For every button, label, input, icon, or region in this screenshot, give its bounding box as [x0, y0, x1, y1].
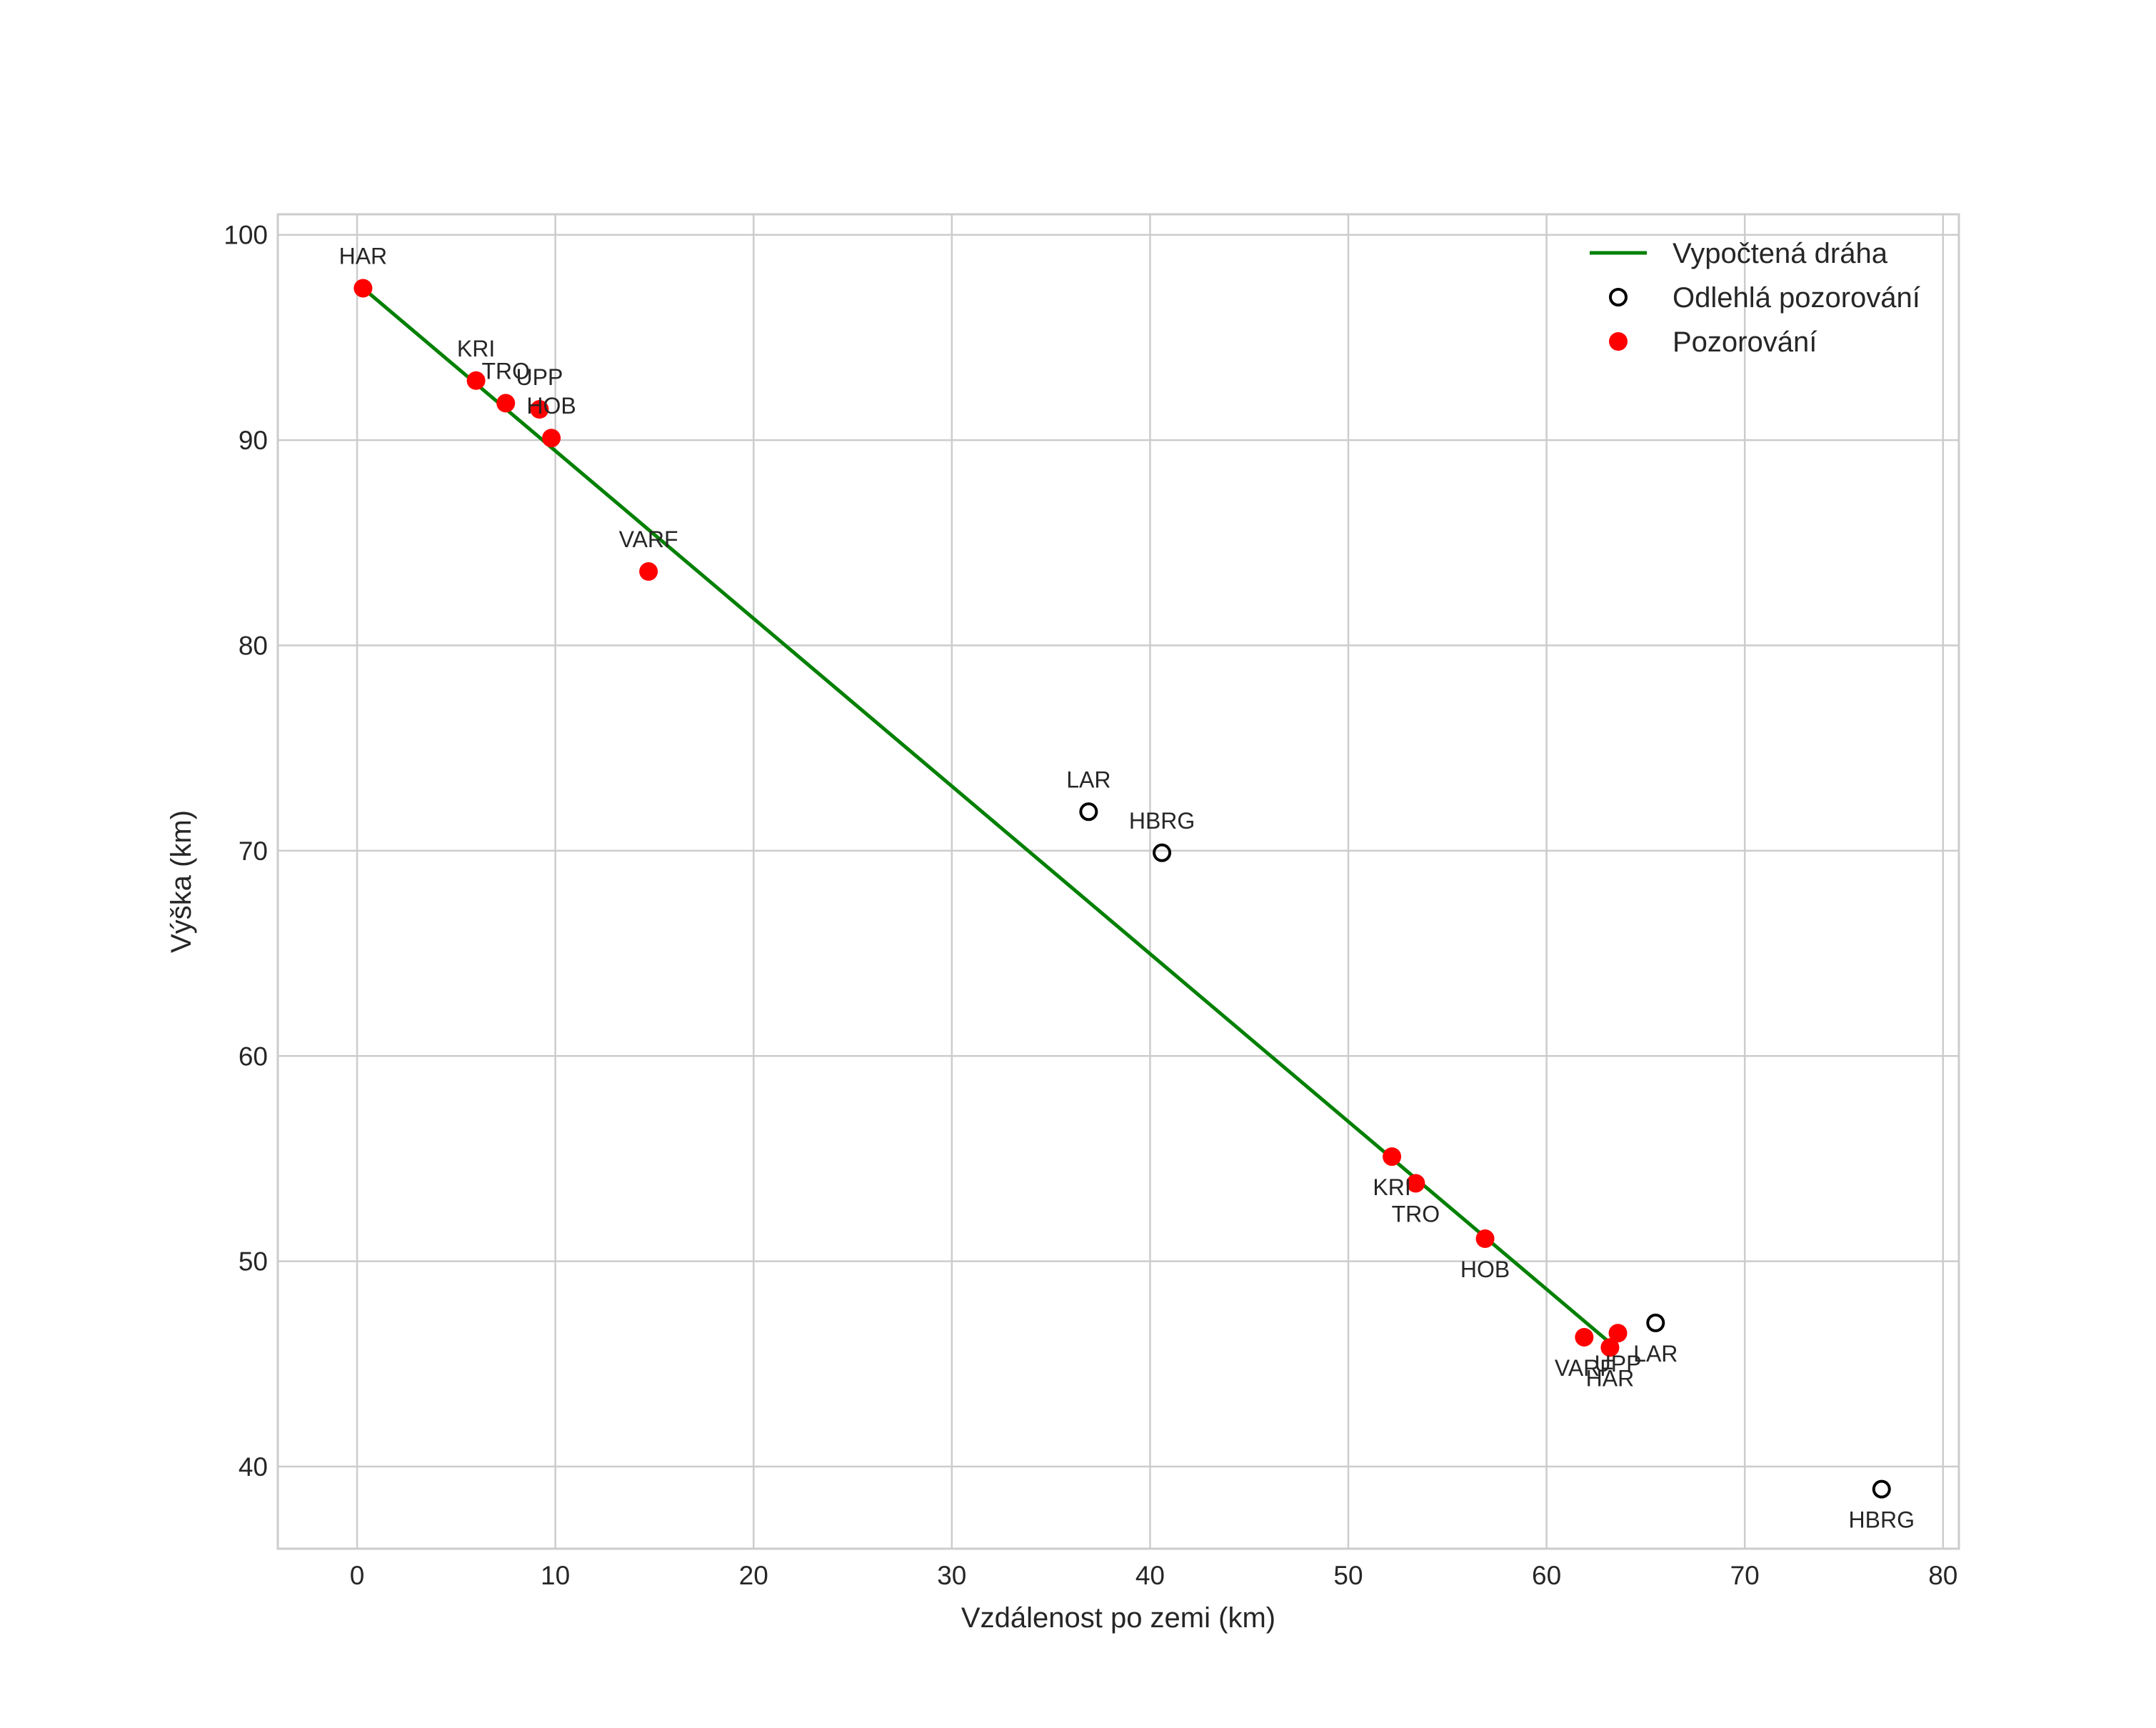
observation-point	[466, 371, 486, 390]
legend-observation-swatch	[1609, 332, 1628, 351]
observation-point	[1475, 1229, 1495, 1249]
observation-point	[1383, 1147, 1402, 1167]
point-label: VARF	[619, 526, 678, 552]
y-tick-label: 40	[239, 1452, 268, 1482]
observation-point	[1600, 1338, 1620, 1357]
y-tick-label: 60	[239, 1042, 268, 1071]
legend-label: Pozorování	[1673, 326, 1817, 358]
point-label: HAR	[339, 243, 388, 269]
outlier-point	[1079, 802, 1098, 821]
computed-trajectory-line	[361, 286, 1620, 1352]
legend-label: Odlehlá pozorování	[1673, 282, 1920, 314]
point-label: HAR	[1586, 1365, 1635, 1391]
outlier-point	[1872, 1479, 1891, 1499]
observation-point	[530, 400, 549, 419]
point-labels: LARHBRGLARHBRGHARKRITROUPPHOBVARFKRITROH…	[339, 243, 1915, 1532]
y-tick-label: 70	[239, 836, 268, 866]
x-tick-label: 10	[541, 1561, 570, 1590]
x-tick-label: 70	[1730, 1561, 1760, 1590]
x-tick-label: 20	[739, 1561, 768, 1590]
y-tick-label: 80	[239, 631, 268, 661]
point-label: KRI	[1373, 1174, 1410, 1200]
observation-point	[1608, 1324, 1628, 1343]
observation-point	[354, 279, 373, 298]
x-tick-label: 0	[350, 1561, 365, 1590]
x-tick-label: 30	[937, 1561, 966, 1590]
observation-point	[1406, 1174, 1425, 1193]
point-label: HBRG	[1849, 1507, 1915, 1533]
y-tick-label: 50	[239, 1247, 268, 1277]
y-tick-label: 100	[224, 221, 268, 250]
x-tick-label: 60	[1532, 1561, 1561, 1590]
x-axis-title: Vzdálenost po zemi (km)	[961, 1602, 1275, 1634]
x-tick-label: 50	[1333, 1561, 1363, 1590]
observation-point	[639, 562, 658, 581]
observation-point	[496, 394, 516, 413]
point-label: HBRG	[1129, 808, 1195, 834]
point-label: LAR	[1633, 1341, 1678, 1367]
x-tick-label: 80	[1928, 1561, 1957, 1590]
point-label: HOB	[1460, 1257, 1510, 1282]
x-tick-label: 40	[1135, 1561, 1165, 1590]
point-label: UPP	[516, 364, 563, 390]
data-marks	[354, 279, 1891, 1499]
outlier-point	[1646, 1313, 1665, 1332]
observation-point	[1575, 1327, 1594, 1347]
plot-frame	[276, 213, 1960, 1550]
axis-ticks: 0 10 20 30 40 50 60 70 80 40 50 60 70 80 90 100	[224, 221, 1957, 1590]
legend-label: Vypočtená dráha	[1673, 238, 1888, 269]
y-axis-title: Výška (km)	[166, 810, 197, 953]
point-label: KRI	[457, 336, 495, 361]
legend: Vypočtená dráha Odlehlá pozorování Pozorov…	[1590, 238, 1920, 358]
point-label: LAR	[1066, 766, 1110, 792]
point-label: TRO	[481, 358, 530, 384]
legend-outlier-swatch	[1609, 288, 1628, 306]
observation-point	[542, 429, 561, 448]
point-label: UPP	[1595, 1351, 1642, 1377]
point-label: VARF	[1555, 1355, 1614, 1381]
point-label: HOB	[526, 393, 576, 419]
y-tick-label: 90	[239, 426, 268, 455]
point-label: TRO	[1392, 1201, 1440, 1227]
outlier-point	[1153, 843, 1172, 862]
grid-lines	[278, 214, 1959, 1549]
